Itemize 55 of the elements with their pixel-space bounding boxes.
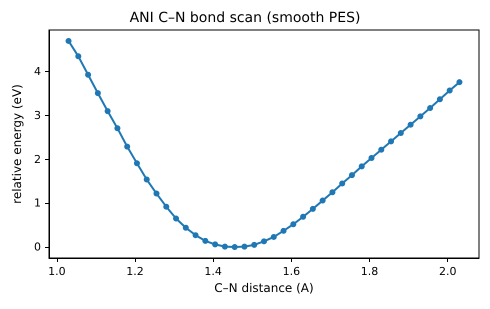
point <box>94 90 101 96</box>
y-tick-label: 0 <box>34 240 41 254</box>
x-tick-label: 1.2 <box>126 265 144 278</box>
y-tick-label: 2 <box>34 152 41 166</box>
point <box>173 216 180 222</box>
point <box>85 72 92 78</box>
point <box>75 53 82 60</box>
point <box>241 244 248 250</box>
point <box>232 244 238 250</box>
point <box>66 38 72 44</box>
x-tick-label: 1.0 <box>48 265 66 278</box>
point <box>348 172 355 178</box>
point <box>202 238 208 244</box>
y-axis-title: relative energy (eV) <box>10 84 24 204</box>
point <box>436 96 443 102</box>
point <box>154 190 160 197</box>
point <box>339 180 346 186</box>
point <box>329 189 336 196</box>
point <box>261 238 267 244</box>
x-tick-label: 1.6 <box>282 265 300 278</box>
point <box>456 79 462 86</box>
point <box>280 228 287 234</box>
x-axis-title: C–N distance (A) <box>214 281 314 295</box>
point <box>300 214 306 220</box>
point <box>358 163 365 170</box>
point <box>408 122 414 128</box>
y-tick-label: 1 <box>34 196 41 210</box>
point <box>182 224 189 231</box>
x-tick-label: 1.4 <box>204 265 222 278</box>
point <box>417 113 424 120</box>
point <box>163 204 170 210</box>
point <box>398 130 404 136</box>
point <box>368 155 374 162</box>
point <box>320 198 326 204</box>
point <box>270 234 277 240</box>
point <box>192 232 199 238</box>
x-tick-label: 2.0 <box>438 265 456 278</box>
chart-title: ANI C–N bond scan (smooth PES) <box>130 10 360 26</box>
point <box>144 176 150 183</box>
point <box>388 138 394 144</box>
x-tick-label: 1.8 <box>360 265 378 278</box>
point <box>290 221 296 228</box>
y-tick-label: 3 <box>34 109 41 122</box>
point <box>310 206 316 212</box>
point <box>222 244 228 250</box>
point <box>104 108 111 114</box>
point <box>124 144 130 150</box>
point <box>212 241 218 248</box>
point <box>251 242 258 248</box>
point <box>378 146 384 153</box>
point <box>446 88 453 94</box>
point <box>427 105 434 112</box>
point <box>114 125 120 132</box>
y-tick-label: 4 <box>34 65 41 78</box>
point <box>134 160 140 166</box>
